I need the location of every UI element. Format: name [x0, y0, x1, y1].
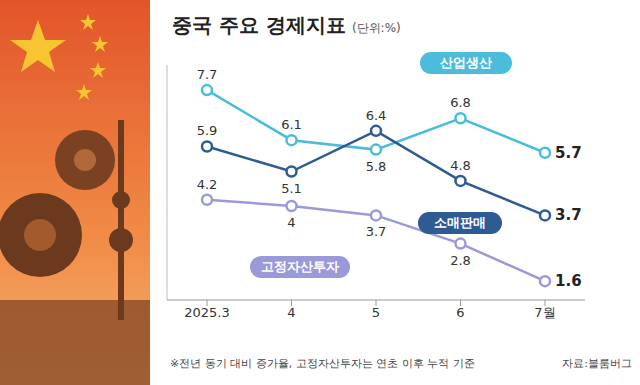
svg-text:5.8: 5.8: [366, 159, 387, 174]
svg-text:5.9: 5.9: [197, 123, 218, 138]
svg-text:6.1: 6.1: [281, 117, 302, 132]
svg-text:4: 4: [287, 305, 295, 320]
svg-text:7.7: 7.7: [197, 67, 218, 82]
svg-text:2025.3: 2025.3: [184, 305, 230, 320]
html-text:고정자산투자: 고정자산투자: [261, 259, 339, 274]
html-text:자료:블룸버그: 자료:블룸버그: [562, 357, 632, 370]
svg-text:4.8: 4.8: [450, 158, 471, 173]
svg-text:6.8: 6.8: [450, 95, 471, 110]
svg-text:6: 6: [456, 305, 464, 320]
svg-text:3.7: 3.7: [366, 224, 387, 239]
svg-text:4.2: 4.2: [197, 177, 218, 192]
html-text:소매판매: 소매판매: [434, 215, 486, 230]
svg-text:4: 4: [287, 215, 295, 230]
html-text:※전년 동기 대비 증가율, 고정자산투자는 연초 이후 누: ※전년 동기 대비 증가율, 고정자산투자는 연초 이후 누적 기준: [170, 357, 475, 370]
svg-text:7월: 7월: [534, 305, 555, 320]
html-text:산업생산: 산업생산: [440, 55, 492, 70]
svg-text:3.7: 3.7: [555, 206, 582, 224]
svg-text:2.8: 2.8: [450, 253, 471, 268]
svg-text:6.4: 6.4: [366, 108, 387, 123]
svg-text:5: 5: [372, 305, 380, 320]
html-text:중국 주요 경제지표 (단위:%): 중국 주요 경제지표 (단위:%): [172, 13, 401, 37]
svg-text:1.6: 1.6: [555, 272, 582, 290]
svg-text:5.7: 5.7: [555, 144, 582, 162]
svg-text:5.1: 5.1: [281, 181, 302, 196]
